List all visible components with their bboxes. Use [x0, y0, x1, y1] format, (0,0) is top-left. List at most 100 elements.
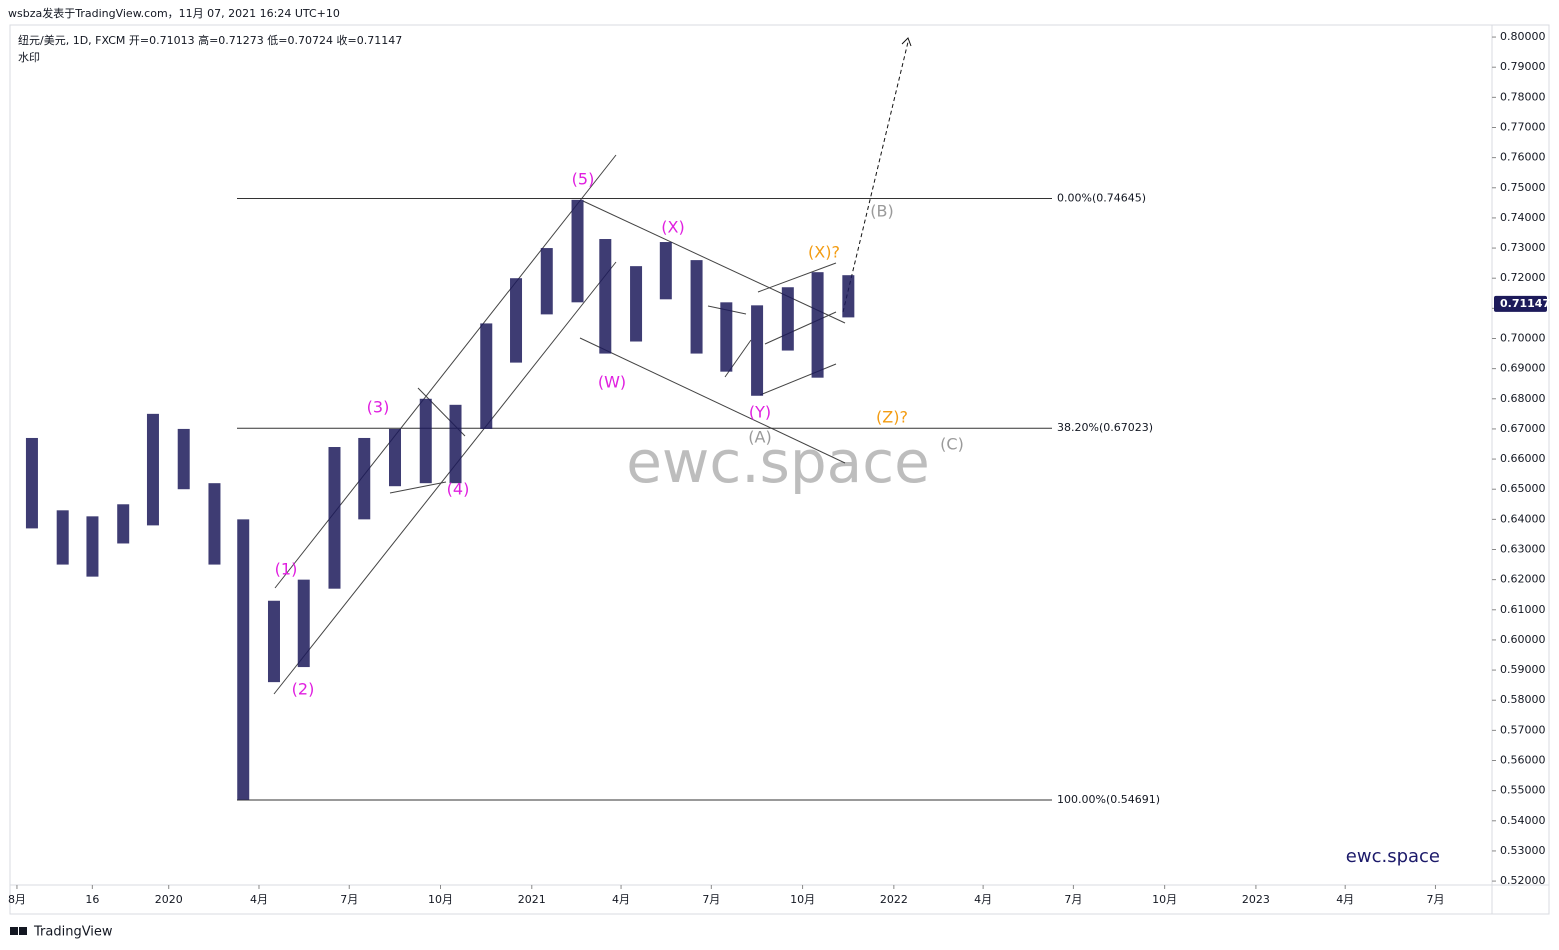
y-tick-label: 0.55000: [1500, 784, 1546, 797]
price-bar: [659, 242, 672, 300]
price-bar: [720, 302, 733, 372]
x-tick-label: 2020: [155, 893, 183, 906]
price-bar: [86, 516, 99, 577]
price-bar: [510, 278, 523, 363]
price-bar: [690, 260, 703, 354]
fib-label: 100.00%(0.54691): [1057, 793, 1160, 806]
x-tick-label: 10月: [428, 893, 453, 906]
x-tick-label: 2021: [518, 893, 546, 906]
y-tick-label: 0.62000: [1500, 573, 1546, 586]
price-bar: [56, 510, 69, 565]
x-tick-label: 16: [85, 893, 99, 906]
price-bar: [25, 437, 38, 529]
y-tick-label: 0.76000: [1500, 151, 1546, 164]
wave-label: (W): [598, 373, 626, 392]
x-tick-label: 2023: [1242, 893, 1270, 906]
y-tick-label: 0.54000: [1500, 814, 1546, 827]
wave-label: (4): [447, 480, 470, 499]
x-tick-label: 7月: [340, 893, 358, 906]
wave-label: (Z)?: [876, 408, 908, 427]
wave-label: (Y): [749, 403, 771, 422]
wave-label: (5): [572, 170, 595, 189]
price-bar: [751, 305, 764, 396]
price-bar: [811, 272, 824, 378]
y-tick-label: 0.57000: [1500, 723, 1546, 736]
x-tick-label: 4月: [612, 893, 630, 906]
logo: [10, 927, 27, 935]
y-tick-label: 0.63000: [1500, 543, 1546, 556]
price-bar: [237, 519, 250, 800]
price-bar: [297, 579, 310, 668]
x-tick-label: 8月: [8, 893, 26, 906]
fib-label: 0.00%(0.74645): [1057, 191, 1146, 204]
header: wsbza发表于TradingView.com，11月 07, 2021 16:…: [8, 6, 340, 20]
y-tick-label: 0.74000: [1500, 211, 1546, 224]
y-tick-label: 0.72000: [1500, 271, 1546, 284]
x-tick-label: 10月: [1152, 893, 1177, 906]
y-tick-label: 0.69000: [1500, 362, 1546, 375]
price-bar: [842, 275, 855, 318]
y-tick-label: 0.53000: [1500, 844, 1546, 857]
price-bar: [358, 437, 371, 520]
y-tick-label: 0.61000: [1500, 603, 1546, 616]
price-bar: [480, 323, 493, 429]
last-price-tag: [1494, 295, 1547, 312]
y-tick-label: 0.73000: [1500, 241, 1546, 254]
y-tick-label: 0.79000: [1500, 60, 1546, 73]
y-tick-label: 0.77000: [1500, 120, 1546, 133]
price-bar: [328, 447, 341, 589]
y-tick-label: 0.60000: [1500, 633, 1546, 646]
x-tick-label: 10月: [790, 893, 815, 906]
x-tick-label: 7月: [1064, 893, 1082, 906]
price-bar: [540, 248, 553, 315]
y-tick-label: 0.70000: [1500, 331, 1546, 344]
legend-subtitle: 水印: [18, 51, 40, 64]
price-bar: [208, 483, 221, 565]
y-tick-label: 0.65000: [1500, 482, 1546, 495]
y-tick-label: 0.67000: [1500, 422, 1546, 435]
y-tick-label: 0.59000: [1500, 663, 1546, 676]
price-bar: [571, 199, 584, 303]
wave-label: (X): [661, 218, 684, 237]
legend-title: 纽元/美元, 1D, FXCM 开=0.71013 高=0.71273 低=0.…: [18, 33, 402, 47]
brand: ewc.space: [1346, 846, 1440, 867]
y-tick-label: 0.56000: [1500, 754, 1546, 767]
x-tick-label: 4月: [250, 893, 268, 906]
y-tick-label: 0.58000: [1500, 693, 1546, 706]
price-bar: [781, 287, 794, 351]
wave-label: (3): [367, 398, 390, 417]
y-tick-label: 0.78000: [1500, 90, 1546, 103]
price-bar: [419, 398, 432, 484]
price-bar: [177, 428, 190, 490]
price-bar: [267, 600, 280, 683]
wave-label: (B): [870, 202, 893, 221]
frame: [9, 24, 1550, 915]
y-tick-label: 0.80000: [1500, 30, 1546, 43]
price-bar: [449, 404, 462, 484]
price-bar: [389, 428, 402, 487]
y-tick-label: 0.75000: [1500, 181, 1546, 194]
y-tick-label: 0.52000: [1500, 874, 1546, 887]
trend-lines: [273, 37, 912, 695]
y-tick-label: 0.68000: [1500, 392, 1546, 405]
last-price-label: 0.71147: [1500, 297, 1550, 310]
price-bar: [117, 504, 130, 544]
wave-label: (X)?: [808, 243, 840, 262]
footer: TradingView: [33, 925, 113, 940]
wave-label: (A): [748, 428, 771, 447]
price-bar: [599, 239, 612, 354]
wave-label: (1): [275, 560, 298, 579]
x-tick-label: 7月: [1426, 893, 1444, 906]
y-tick-label: 0.64000: [1500, 512, 1546, 525]
x-tick-label: 4月: [1336, 893, 1354, 906]
wave-label: (2): [292, 680, 315, 699]
price-bar: [146, 413, 159, 526]
watermark: ewc.space: [626, 428, 930, 496]
fib-label: 38.20%(0.67023): [1057, 421, 1153, 434]
wave-label: (C): [940, 435, 964, 454]
x-tick-label: 4月: [974, 893, 992, 906]
x-tick-label: 7月: [702, 893, 720, 906]
x-tick-label: 2022: [880, 893, 908, 906]
